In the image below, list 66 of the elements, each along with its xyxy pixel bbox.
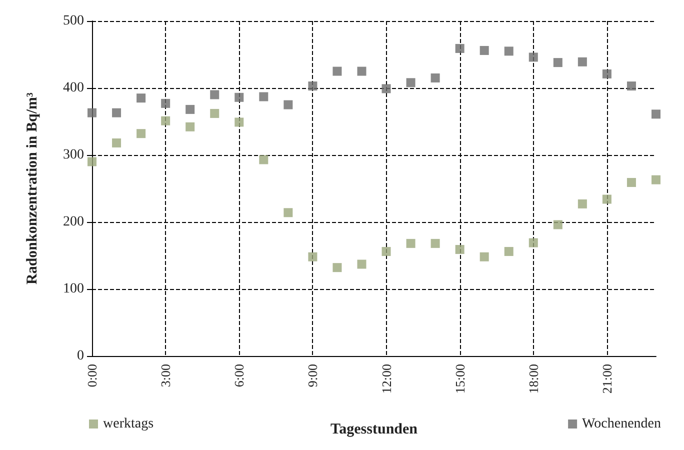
point (161, 98, 170, 108)
point (626, 178, 636, 187)
point (210, 90, 220, 100)
point (602, 194, 612, 204)
point (88, 157, 96, 166)
point (136, 94, 146, 103)
legend-label: werktags (103, 416, 154, 432)
y-tick-label: 500 (63, 14, 84, 28)
point (553, 58, 562, 68)
point (284, 208, 293, 218)
point (504, 246, 514, 256)
point (259, 155, 268, 164)
point (430, 73, 440, 82)
x-axis-title: Tagesstunden (330, 422, 418, 438)
point (186, 122, 195, 132)
point (553, 220, 562, 230)
point (284, 100, 293, 110)
y-tick-label: 400 (63, 80, 84, 96)
x-tick-label: 18:00 (526, 364, 541, 394)
point (259, 92, 268, 102)
point (234, 118, 244, 127)
x-tick-label: 0:00 (84, 364, 100, 388)
x-tick-label: 15:00 (452, 364, 468, 394)
point (480, 252, 489, 262)
point (357, 66, 366, 76)
y-tick-label: 100 (63, 282, 84, 296)
point (578, 199, 587, 208)
point (308, 252, 318, 262)
point (357, 260, 366, 269)
x-tick-label: 21:00 (599, 364, 614, 394)
point (528, 52, 538, 62)
point (578, 57, 587, 66)
x-tick-label: 9:00 (305, 364, 320, 388)
point (88, 108, 96, 118)
point (161, 116, 170, 126)
point (332, 66, 342, 76)
y-tick-label: 200 (63, 214, 84, 230)
point (406, 78, 416, 88)
point (626, 81, 636, 90)
point (382, 246, 391, 256)
point (332, 263, 342, 272)
point (136, 129, 146, 138)
point (652, 175, 660, 184)
point (652, 110, 660, 119)
x-tick-label: 12:00 (378, 364, 394, 394)
point (430, 238, 440, 248)
y-tick-label: 300 (63, 148, 84, 162)
legend-label: Wochenenden (582, 416, 662, 432)
point (504, 46, 514, 56)
x-tick-label: 6:00 (232, 364, 247, 388)
point (112, 108, 122, 118)
point (186, 104, 195, 114)
point (382, 84, 391, 94)
point (455, 244, 464, 254)
point (234, 92, 244, 102)
point (480, 46, 489, 55)
point (455, 44, 464, 53)
point (308, 81, 318, 90)
x-tick-label: 3:00 (158, 364, 174, 388)
point (406, 238, 416, 248)
point (602, 69, 612, 78)
y-axis-title: Radonkonzentration in Bq/m³ (24, 92, 40, 285)
point (528, 238, 538, 248)
y-tick-label: 0 (77, 348, 84, 364)
point (112, 138, 122, 148)
point (210, 108, 220, 118)
